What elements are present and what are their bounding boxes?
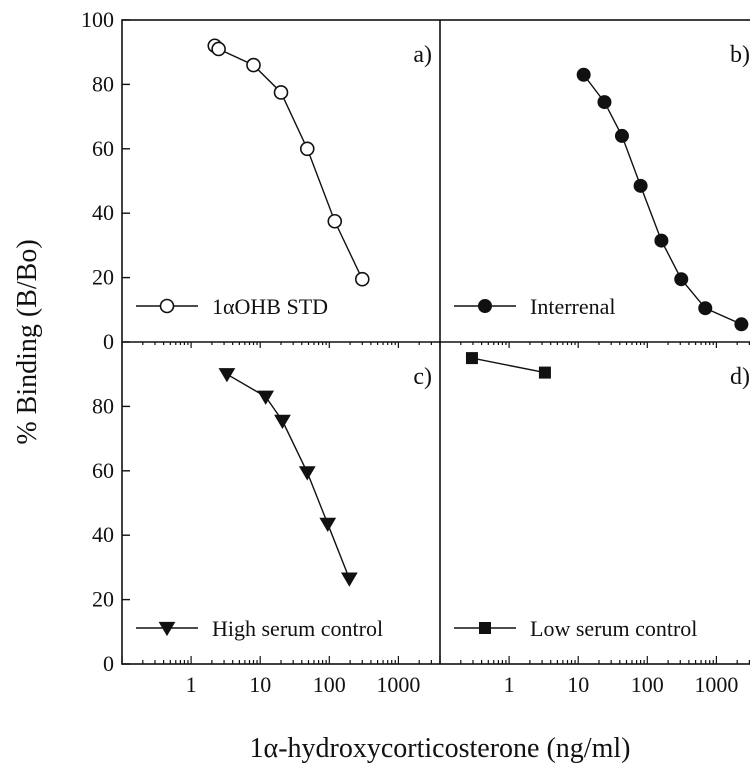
data-point-a	[211, 41, 226, 57]
series-line-a	[214, 45, 363, 280]
data-point-b	[576, 67, 591, 82]
legend-label-d: Low serum control	[530, 616, 697, 641]
panel-letter-d: d)	[730, 364, 750, 390]
data-point-c	[274, 414, 291, 430]
y-tick-label: 80	[92, 71, 114, 96]
data-point-a	[273, 85, 289, 100]
x-tick-label: 10	[567, 672, 589, 697]
legend-label-c: High serum control	[212, 616, 383, 641]
y-axis-title: % Binding (B/Bo)	[12, 239, 43, 444]
data-point-b	[734, 317, 749, 332]
data-point-a	[246, 57, 261, 73]
data-point-d	[465, 352, 478, 365]
legend-label-a: 1αOHB STD	[212, 294, 328, 319]
y-tick-label: 40	[92, 522, 114, 547]
series-line-d	[471, 357, 546, 374]
y-tick-label: 0	[103, 329, 114, 354]
data-point-b	[597, 95, 612, 110]
panel-a: a) 1αOHB STD	[136, 38, 432, 319]
data-point-d	[538, 366, 551, 379]
y-tick-label: 40	[92, 200, 114, 225]
legend-label-b: Interrenal	[530, 294, 616, 319]
x-axis-title: 1α-hydroxycorticosterone (ng/ml)	[250, 733, 631, 764]
x-tick-label: 1	[504, 672, 515, 697]
data-point-b	[633, 178, 648, 193]
legend-marker-b	[478, 299, 492, 313]
panel-c: c) High serum control	[136, 364, 432, 641]
data-point-b	[654, 233, 669, 248]
y-tick-label: 20	[92, 265, 114, 290]
data-point-c	[257, 390, 275, 405]
y-tick-label: 100	[81, 7, 114, 32]
data-point-b	[674, 272, 689, 287]
legend-marker-d	[479, 622, 491, 634]
data-point-a	[327, 213, 343, 229]
panel-letter-c: c)	[413, 364, 432, 390]
x-tick-label: 1000	[376, 672, 420, 697]
y-tick-label: 20	[92, 587, 114, 612]
x-tick-label: 100	[631, 672, 664, 697]
x-tick-label: 10	[249, 672, 271, 697]
panel-letter-a: a)	[413, 42, 432, 68]
panel-letter-b: b)	[730, 42, 750, 68]
legend-marker-a	[159, 298, 175, 314]
legend-marker-c	[158, 621, 176, 637]
y-tick-label: 60	[92, 136, 114, 161]
data-point-c	[298, 466, 316, 481]
data-point-c	[218, 368, 236, 383]
data-point-b	[698, 301, 713, 316]
panel-b: b) Interrenal	[454, 42, 750, 332]
data-point-a	[354, 271, 370, 287]
x-tick-label: 1	[186, 672, 197, 697]
panel-d: d) Low serum control	[454, 352, 750, 641]
series-line-b	[583, 74, 742, 325]
data-point-b	[614, 128, 629, 143]
data-point-a	[299, 141, 315, 157]
y-tick-label: 80	[92, 393, 114, 418]
data-point-c	[340, 572, 358, 587]
x-tick-label: 100	[313, 672, 346, 697]
y-tick-label: 60	[92, 458, 114, 483]
x-tick-label: 1000	[694, 672, 738, 697]
series-line-c	[226, 373, 350, 579]
y-tick-label: 0	[103, 651, 114, 676]
data-point-c	[319, 517, 337, 533]
